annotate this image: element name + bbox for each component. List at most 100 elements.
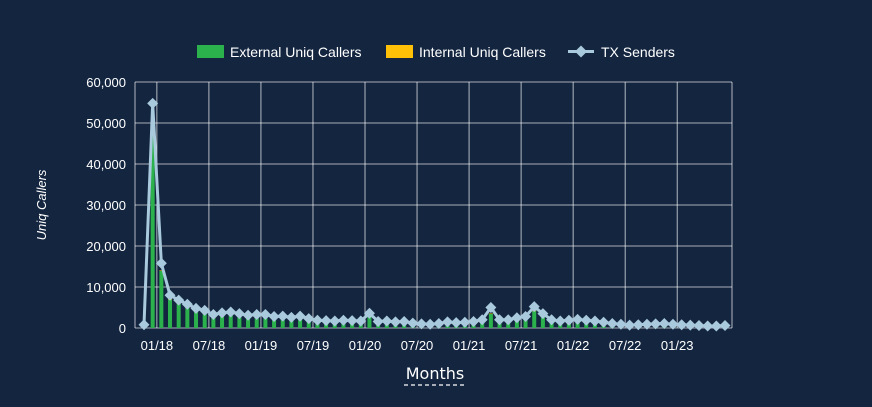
bar-external [185, 307, 190, 328]
tx-senders-point [424, 318, 436, 330]
tx-senders-point [546, 314, 558, 326]
tx-senders-point [259, 308, 271, 320]
tx-senders-point [251, 308, 263, 320]
tx-senders-point [155, 257, 167, 269]
tx-senders-point [658, 317, 670, 329]
tx-senders-point [719, 320, 731, 332]
tx-senders-point [303, 313, 315, 325]
tx-senders-point [320, 315, 332, 327]
tx-senders-point [138, 319, 150, 331]
axis-layer: 0 10,000 20,000 30,000 40,000 50,000 60,000 01/… [86, 75, 693, 353]
tx-senders-point [667, 318, 679, 330]
y-tick-label: 30,000 [86, 198, 126, 213]
tx-senders-point [225, 306, 237, 318]
y-tick-label: 40,000 [86, 157, 126, 172]
bar-external [540, 316, 545, 328]
y-tick-label: 10,000 [86, 280, 126, 295]
bar-external [289, 319, 294, 328]
bar-external [246, 316, 251, 328]
tx-senders-point [337, 314, 349, 326]
grid-layer [134, 81, 733, 329]
tx-senders-point [468, 315, 480, 327]
bar-internal [159, 270, 164, 271]
line-layer [138, 97, 731, 332]
y-tick-label: 0 [119, 321, 126, 336]
tx-senders-point [173, 294, 185, 306]
tx-senders-point [398, 315, 410, 327]
legend[interactable]: External Uniq Callers Internal Uniq Calle… [197, 44, 675, 60]
tx-senders-point [415, 318, 427, 330]
bar-external [211, 315, 216, 328]
tx-senders-point [650, 318, 662, 330]
legend-label: External Uniq Callers [230, 44, 362, 60]
tx-senders-point [277, 310, 289, 322]
x-tick-label: 07/20 [401, 338, 434, 353]
legend-label: TX Senders [601, 44, 675, 60]
tx-senders-point [190, 302, 202, 314]
tx-senders-point [181, 298, 193, 310]
bar-external [228, 313, 233, 328]
x-tick-label: 01/18 [141, 338, 174, 353]
x-tick-label: 01/19 [245, 338, 278, 353]
tx-senders-point [216, 307, 228, 319]
y-tick-label: 50,000 [86, 116, 126, 131]
tx-senders-point [520, 311, 532, 323]
tx-senders-point [346, 315, 358, 327]
legend-swatch [197, 45, 224, 58]
tx-senders-point [572, 313, 584, 325]
tx-senders-point [242, 309, 254, 321]
bar-external [176, 303, 181, 328]
tx-senders-point [676, 319, 688, 331]
tx-senders-point [485, 302, 497, 313]
tx-senders-point [606, 317, 618, 329]
tx-senders-point [199, 304, 211, 316]
bar-external [254, 317, 259, 328]
bar-external [306, 320, 311, 328]
tx-senders-point [233, 308, 245, 320]
tx-senders-line [142, 101, 726, 328]
tx-senders-point [598, 316, 610, 328]
tx-senders-point [389, 316, 401, 328]
tx-senders-point [311, 314, 323, 326]
tx-senders-point [641, 318, 653, 330]
tx-senders-point [363, 307, 375, 319]
legend-swatch [386, 45, 413, 58]
tx-senders-point [511, 312, 523, 324]
bar-external [532, 310, 537, 328]
bar-external [202, 312, 207, 328]
legend-item-external-uniq-callers[interactable]: External Uniq Callers [197, 44, 362, 60]
tx-senders-point [528, 301, 540, 313]
y-tick-label: 20,000 [86, 239, 126, 254]
tx-senders-point [207, 308, 219, 320]
tx-senders-point [442, 316, 454, 328]
x-tick-label: 01/21 [453, 338, 486, 353]
bar-external [523, 318, 528, 328]
tx-senders-point [710, 320, 722, 332]
legend-item-internal-uniq-callers[interactable]: Internal Uniq Callers [386, 44, 546, 60]
bar-external [263, 316, 268, 328]
tx-senders-point [381, 315, 393, 327]
tx-senders-point [294, 310, 306, 322]
tx-senders-point [407, 317, 419, 329]
tx-senders-point [563, 314, 575, 326]
legend-label: Internal Uniq Callers [419, 44, 546, 60]
x-axis-title: Months [406, 364, 464, 383]
tx-senders-point [624, 319, 636, 331]
tx-senders-point [433, 317, 445, 329]
tx-senders-point [164, 289, 176, 301]
bar-external [194, 310, 199, 328]
bar-external [514, 319, 519, 328]
x-tick-label: 07/19 [297, 338, 330, 353]
bar-external [159, 270, 164, 328]
tx-senders-point [450, 317, 462, 329]
bar-external [488, 313, 493, 328]
tx-senders-point [494, 314, 506, 326]
bar-external [220, 314, 225, 328]
x-tick-label: 01/23 [661, 338, 694, 353]
y-tick-label: 60,000 [86, 75, 126, 90]
tx-senders-point [285, 311, 297, 323]
legend-item-tx-senders[interactable]: TX Senders [568, 44, 675, 60]
bar-external [367, 315, 372, 328]
